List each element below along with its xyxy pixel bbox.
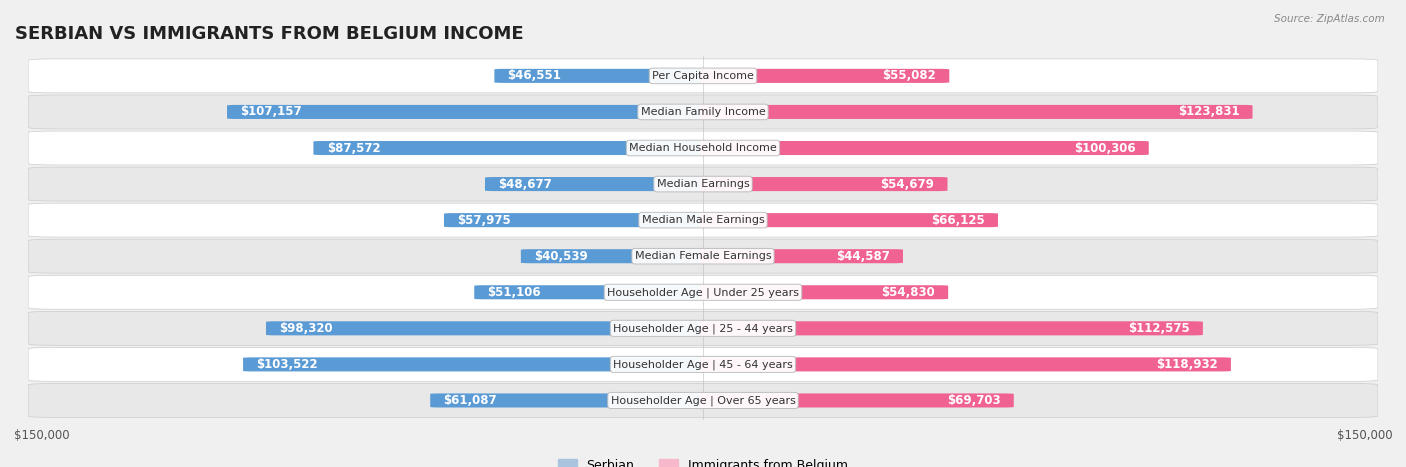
FancyBboxPatch shape [700,249,903,263]
FancyBboxPatch shape [28,347,1378,382]
FancyBboxPatch shape [28,167,1378,201]
Text: $66,125: $66,125 [931,213,984,226]
Text: $51,106: $51,106 [488,286,541,299]
FancyBboxPatch shape [28,131,1378,165]
Text: $55,082: $55,082 [883,70,936,82]
Text: Median Household Income: Median Household Income [628,143,778,153]
Text: Median Male Earnings: Median Male Earnings [641,215,765,225]
Text: $123,831: $123,831 [1178,106,1239,119]
FancyBboxPatch shape [226,105,706,119]
FancyBboxPatch shape [28,311,1378,345]
FancyBboxPatch shape [266,321,706,335]
Text: Householder Age | 45 - 64 years: Householder Age | 45 - 64 years [613,359,793,370]
FancyBboxPatch shape [28,95,1378,129]
Text: $54,830: $54,830 [882,286,935,299]
FancyBboxPatch shape [700,321,1204,335]
FancyBboxPatch shape [28,239,1378,273]
Text: $46,551: $46,551 [508,70,561,82]
Text: Householder Age | Over 65 years: Householder Age | Over 65 years [610,395,796,406]
Text: $100,306: $100,306 [1074,142,1136,155]
FancyBboxPatch shape [444,213,706,227]
Text: $87,572: $87,572 [326,142,380,155]
Legend: Serbian, Immigrants from Belgium: Serbian, Immigrants from Belgium [558,460,848,467]
Text: Householder Age | Under 25 years: Householder Age | Under 25 years [607,287,799,297]
Text: Householder Age | 25 - 44 years: Householder Age | 25 - 44 years [613,323,793,333]
FancyBboxPatch shape [700,177,948,191]
FancyBboxPatch shape [700,357,1230,371]
FancyBboxPatch shape [474,285,706,299]
FancyBboxPatch shape [28,383,1378,417]
Text: $112,575: $112,575 [1128,322,1189,335]
Text: $57,975: $57,975 [457,213,510,226]
Text: $69,703: $69,703 [946,394,1001,407]
FancyBboxPatch shape [485,177,706,191]
FancyBboxPatch shape [700,285,948,299]
Text: $61,087: $61,087 [443,394,498,407]
Text: $44,587: $44,587 [837,250,890,263]
Text: $54,679: $54,679 [880,177,934,191]
FancyBboxPatch shape [28,203,1378,237]
FancyBboxPatch shape [28,59,1378,93]
FancyBboxPatch shape [700,105,1253,119]
Text: $98,320: $98,320 [280,322,333,335]
Text: $40,539: $40,539 [534,250,588,263]
Text: Source: ZipAtlas.com: Source: ZipAtlas.com [1274,14,1385,24]
FancyBboxPatch shape [28,276,1378,309]
Text: $118,932: $118,932 [1156,358,1218,371]
FancyBboxPatch shape [314,141,706,155]
Text: Median Family Income: Median Family Income [641,107,765,117]
Text: Per Capita Income: Per Capita Income [652,71,754,81]
FancyBboxPatch shape [495,69,706,83]
Text: $48,677: $48,677 [498,177,553,191]
FancyBboxPatch shape [700,213,998,227]
Text: $107,157: $107,157 [240,106,302,119]
FancyBboxPatch shape [243,357,706,371]
FancyBboxPatch shape [700,69,949,83]
Text: SERBIAN VS IMMIGRANTS FROM BELGIUM INCOME: SERBIAN VS IMMIGRANTS FROM BELGIUM INCOM… [14,25,523,43]
Text: Median Earnings: Median Earnings [657,179,749,189]
FancyBboxPatch shape [520,249,706,263]
FancyBboxPatch shape [700,141,1149,155]
FancyBboxPatch shape [700,393,1014,408]
Text: Median Female Earnings: Median Female Earnings [634,251,772,261]
Text: $103,522: $103,522 [256,358,318,371]
FancyBboxPatch shape [430,393,706,408]
